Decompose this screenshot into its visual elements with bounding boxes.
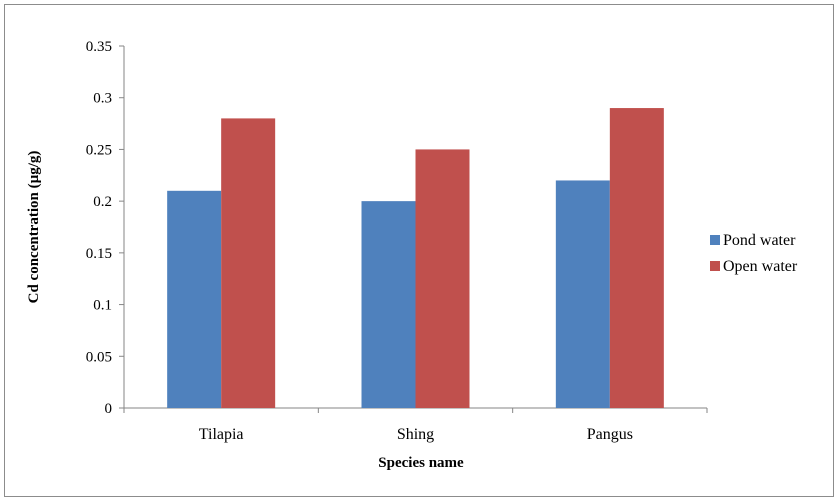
y-axis-title: Cd concentration (µg/g) <box>26 151 42 304</box>
legend-label: Pond water <box>723 232 796 249</box>
y-tick-label: 0.35 <box>86 39 112 55</box>
x-axis-title: Species name <box>378 455 464 471</box>
y-tick-label: 0.1 <box>93 298 112 314</box>
y-ticks: 0 0.05 0.1 0.15 0.2 0.25 0.3 0.35 <box>86 39 124 417</box>
x-tick-label: Tilapia <box>199 426 244 443</box>
y-tick-label: 0.3 <box>93 91 112 107</box>
bar-pond-water-pangus <box>555 180 610 408</box>
bar-pond-water-shing <box>361 201 416 408</box>
y-tick-label: 0.25 <box>86 142 112 158</box>
x-ticks: Tilapia Shing Pangus <box>123 408 708 443</box>
legend-label: Open water <box>723 258 798 275</box>
y-tick-label: 0.15 <box>86 246 112 262</box>
legend-swatch <box>710 235 720 245</box>
bar-open-water-pangus <box>609 108 664 409</box>
x-tick-label: Pangus <box>587 426 633 443</box>
legend: Pond water Open water <box>710 232 798 275</box>
y-tick-label: 0.05 <box>86 349 112 365</box>
bar-open-water-shing <box>415 149 470 408</box>
bars <box>167 108 664 409</box>
x-tick-label: Shing <box>397 426 434 443</box>
y-tick-label: 0.2 <box>93 194 112 210</box>
y-tick-label: 0 <box>105 401 113 417</box>
legend-swatch <box>710 261 720 271</box>
bar-open-water-tilapia <box>221 118 276 409</box>
bar-pond-water-tilapia <box>167 190 222 408</box>
